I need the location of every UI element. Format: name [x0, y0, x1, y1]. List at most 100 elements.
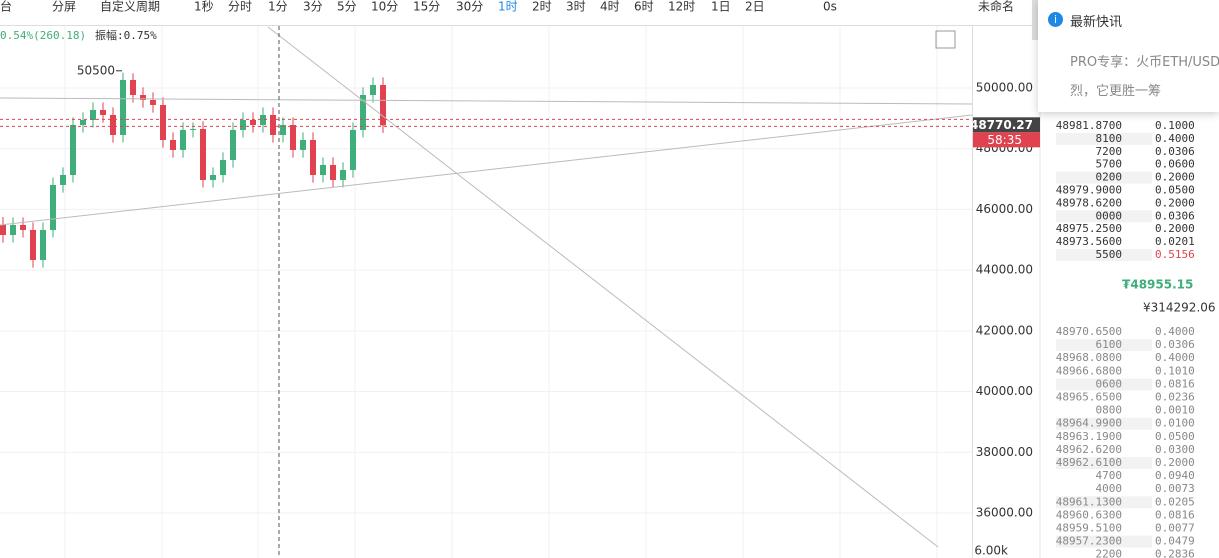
book-price: 2200: [1096, 548, 1123, 558]
news-line: 烈，它更胜一筹: [1070, 84, 1162, 99]
toolbar-item[interactable]: 分时: [228, 0, 252, 14]
book-price: 48962.6200: [1056, 443, 1122, 456]
book-price: 48962.6100: [1056, 456, 1122, 469]
book-amount: 0.0010: [1155, 404, 1195, 417]
orderbook: 48981.8700 0.1000 8100 0.4000 7200 0.0306 5700…: [1056, 119, 1216, 558]
book-price: 5500: [1096, 248, 1123, 261]
book-amount: 0.0073: [1155, 482, 1195, 495]
toolbar-item[interactable]: 4时: [600, 0, 620, 14]
book-amount: 0.2000: [1155, 196, 1195, 209]
candle-body: [350, 129, 356, 170]
candle-body: [120, 79, 126, 135]
toolbar-item[interactable]: 30分: [456, 0, 483, 14]
book-price: 48957.2300: [1056, 535, 1122, 548]
y-tick-label: 38000.00: [976, 445, 1033, 459]
book-price: 48965.6500: [1056, 391, 1122, 404]
book-price: 48970.6500: [1056, 325, 1122, 338]
book-amount: 0.0500: [1155, 184, 1195, 197]
candle-body: [190, 128, 196, 130]
news-popup[interactable]: i 最新快讯 PRO专享：火币ETH/USD 烈，它更胜一筹: [1038, 0, 1219, 112]
y-tick-label: 46000.00: [976, 202, 1033, 216]
news-title: 最新快讯: [1070, 15, 1123, 30]
row-bg: [1056, 457, 1152, 469]
candle-body: [20, 224, 26, 230]
book-price: 48966.6800: [1056, 364, 1122, 377]
candle-body: [300, 139, 306, 150]
book-price: 48963.1900: [1056, 430, 1122, 443]
book-amount: 0.0236: [1155, 391, 1195, 404]
candle-body: [10, 224, 16, 235]
toolbar-item[interactable]: 6时: [634, 0, 654, 14]
book-price: 0200: [1096, 171, 1123, 184]
trend-lines: [0, 26, 973, 548]
book-amount: 0.0306: [1155, 209, 1195, 222]
toolbar-item[interactable]: 15分: [413, 0, 440, 14]
toolbar-item[interactable]: 1时: [498, 0, 518, 14]
fullscreen-btn[interactable]: [935, 30, 956, 49]
row-bg: [1056, 210, 1152, 223]
amplitude: 振幅:0.75%: [95, 28, 157, 42]
toolbar-item[interactable]: 未命名: [978, 0, 1014, 14]
price-tag: [973, 117, 1040, 133]
toolbar-item[interactable]: 3分: [303, 0, 323, 14]
toolbar-item[interactable]: 0s: [823, 0, 837, 14]
book-amount: 0.0201: [1155, 235, 1195, 248]
candle-body: [160, 104, 166, 140]
candle-body: [270, 114, 276, 135]
candle-body: [320, 164, 326, 175]
toolbar-item[interactable]: 1日: [711, 0, 731, 14]
book-amount: 0.2000: [1155, 171, 1195, 184]
book-amount: 0.1000: [1155, 119, 1195, 132]
book-amount: 0.0205: [1155, 495, 1195, 508]
candle-body: [150, 99, 156, 105]
toolbar-item[interactable]: 分屏: [52, 0, 76, 14]
scrollbar[interactable]: [1032, 0, 1040, 40]
toolbar-item[interactable]: 1分: [268, 0, 288, 14]
news-line: PRO专享：火币ETH/USD: [1070, 55, 1219, 70]
book-amount: 0.1010: [1155, 364, 1195, 377]
candle-body: [100, 109, 106, 115]
candle-body: [70, 124, 76, 175]
toolbar-item[interactable]: 1秒: [194, 0, 214, 14]
candle-body: [110, 114, 116, 135]
book-amount: 0.0306: [1155, 338, 1195, 351]
book-price: 0000: [1096, 209, 1123, 222]
book-price: 48981.8700: [1056, 119, 1122, 132]
toolbar-item[interactable]: 2日: [745, 0, 765, 14]
book-price: 8100: [1096, 132, 1123, 145]
y-tick-label: 42000.00: [976, 323, 1033, 337]
book-price: 48961.1300: [1056, 495, 1122, 508]
book-price: 48978.6200: [1056, 196, 1122, 209]
book-amount: 0.0940: [1155, 469, 1195, 482]
candle-body: [90, 109, 96, 120]
candle-body: [360, 94, 366, 130]
toolbar-item[interactable]: 12时: [668, 0, 695, 14]
row-bg: [1056, 496, 1152, 509]
toolbar-item[interactable]: 台: [0, 0, 12, 14]
row-bg: [1056, 171, 1152, 184]
toolbar-item[interactable]: 自定义周期: [100, 0, 160, 14]
book-amount: 0.0479: [1155, 535, 1195, 548]
book-price: 7200: [1096, 145, 1123, 158]
toolbar-item[interactable]: 10分: [371, 0, 398, 14]
candle-body: [340, 169, 346, 180]
toolbar-item[interactable]: 2时: [532, 0, 552, 14]
book-price: 48979.9000: [1056, 184, 1122, 197]
row-bg: [1056, 132, 1152, 145]
toolbar-item[interactable]: 5分: [337, 0, 357, 14]
book-price: 0800: [1096, 404, 1123, 417]
book-price: 48960.6300: [1056, 508, 1122, 521]
high-label: 50500: [77, 63, 115, 77]
candle-body: [240, 119, 246, 130]
book-price: 4700: [1096, 469, 1123, 482]
book-amount: 0.4000: [1155, 351, 1195, 364]
toolbar-item[interactable]: 3时: [566, 0, 586, 14]
candle-body: [380, 84, 386, 126]
book-amount: 0.0077: [1155, 522, 1195, 535]
row-bg: [1056, 535, 1152, 548]
book-price: 0600: [1096, 377, 1123, 390]
book-amount: 0.4000: [1155, 325, 1195, 338]
last-price: ₮48955.15: [1122, 278, 1193, 292]
